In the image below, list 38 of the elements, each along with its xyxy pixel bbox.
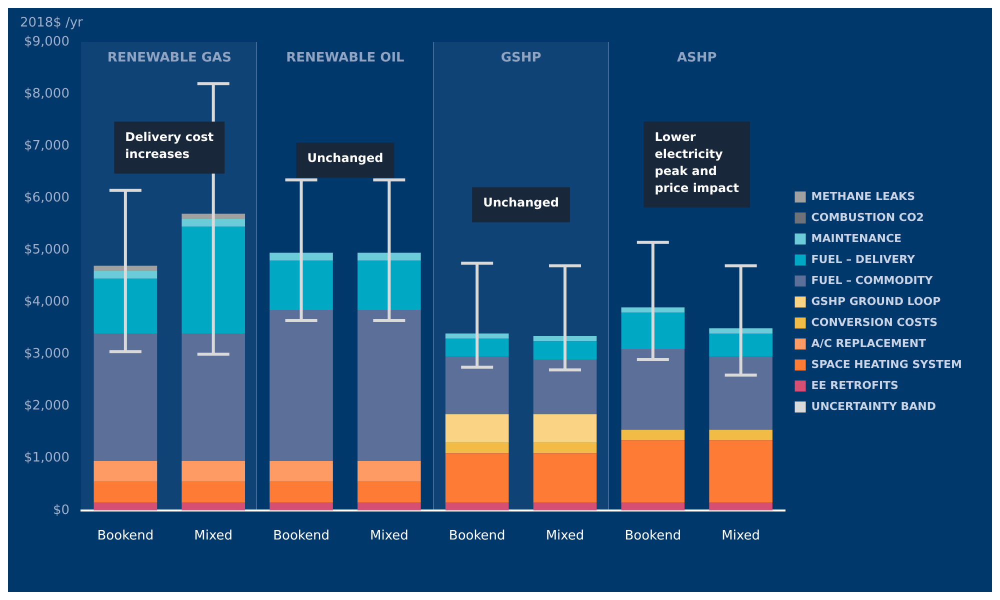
legend-label: METHANE LEAKS — [811, 190, 916, 203]
legend-label: GSHP GROUND LOOP — [811, 294, 941, 308]
y-tick-label: $3,000 — [24, 346, 70, 362]
legend-label: A/C REPLACEMENT — [811, 336, 927, 350]
legend-label: EE RETROFITS — [811, 378, 899, 392]
y-tick-label: $5,000 — [24, 242, 70, 258]
legend-label: SPACE HEATING SYSTEM — [811, 358, 962, 371]
annotation: GSHP — [500, 50, 542, 66]
annotation: Lower electricity peak and price impact — [654, 130, 740, 195]
annotation: Unchanged — [307, 150, 384, 165]
y-tick-label: $0 — [52, 502, 70, 518]
x-tick-label: Mixed — [722, 528, 760, 544]
x-tick-label: Mixed — [370, 528, 408, 544]
y-tick-label: $8,000 — [24, 86, 70, 102]
legend-label: CONVERSION COSTS — [811, 316, 938, 329]
x-tick-label: Mixed — [194, 528, 233, 544]
legend-label: FUEL – DELIVERY — [811, 252, 916, 266]
y-tick-label: $9,000 — [24, 34, 70, 50]
annotation: Delivery cost increases — [125, 130, 214, 161]
x-tick-label: Bookend — [97, 528, 154, 544]
y-tick-label: $4,000 — [24, 294, 70, 310]
x-tick-label: Bookend — [273, 528, 330, 544]
y-tick-label: $2,000 — [24, 398, 70, 414]
y-tick-label: $1,000 — [24, 450, 70, 466]
x-tick-label: Bookend — [624, 528, 682, 544]
y-tick-label: $7,000 — [24, 138, 70, 154]
legend-label: FUEL – COMMODITY — [811, 274, 934, 287]
annotation: RENEWABLE OIL — [286, 50, 404, 66]
legend-label: UNCERTAINTY BAND — [811, 400, 936, 413]
legend-label: MAINTENANCE — [811, 232, 902, 245]
y-axis-title: 2018$ /yr — [20, 15, 84, 30]
annotation: ASHP — [676, 50, 717, 66]
y-tick-label: $6,000 — [24, 190, 70, 206]
x-tick-label: Mixed — [546, 528, 584, 544]
x-tick-label: Bookend — [448, 528, 506, 544]
legend-label: COMBUSTION CO2 — [811, 210, 924, 224]
annotation: RENEWABLE GAS — [107, 50, 232, 66]
annotation: Unchanged — [483, 195, 559, 210]
